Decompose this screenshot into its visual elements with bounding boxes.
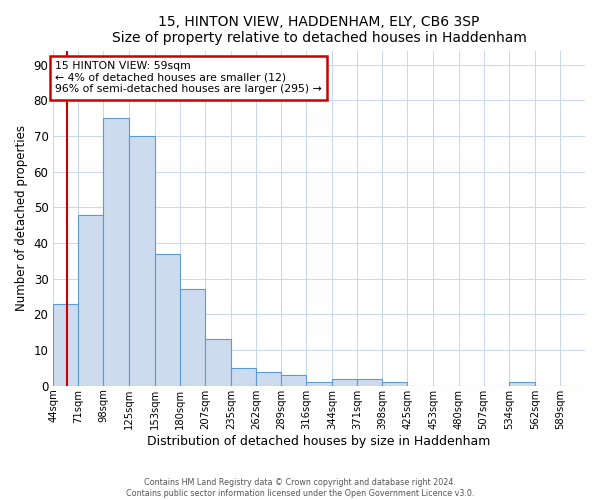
Bar: [128, 136, 155, 386]
X-axis label: Distribution of detached houses by size in Haddenham: Distribution of detached houses by size …: [148, 434, 491, 448]
Bar: [205, 340, 231, 386]
Bar: [332, 378, 357, 386]
Bar: [180, 290, 205, 386]
Bar: [382, 382, 407, 386]
Y-axis label: Number of detached properties: Number of detached properties: [15, 125, 28, 311]
Bar: [53, 304, 79, 386]
Title: 15, HINTON VIEW, HADDENHAM, ELY, CB6 3SP
Size of property relative to detached h: 15, HINTON VIEW, HADDENHAM, ELY, CB6 3SP…: [112, 15, 527, 45]
Bar: [79, 214, 103, 386]
Bar: [231, 368, 256, 386]
Text: Contains HM Land Registry data © Crown copyright and database right 2024.
Contai: Contains HM Land Registry data © Crown c…: [126, 478, 474, 498]
Text: 15 HINTON VIEW: 59sqm
← 4% of detached houses are smaller (12)
96% of semi-detac: 15 HINTON VIEW: 59sqm ← 4% of detached h…: [55, 61, 322, 94]
Bar: [509, 382, 535, 386]
Bar: [103, 118, 128, 386]
Bar: [306, 382, 332, 386]
Bar: [155, 254, 180, 386]
Bar: [256, 372, 281, 386]
Bar: [357, 378, 382, 386]
Bar: [281, 375, 306, 386]
